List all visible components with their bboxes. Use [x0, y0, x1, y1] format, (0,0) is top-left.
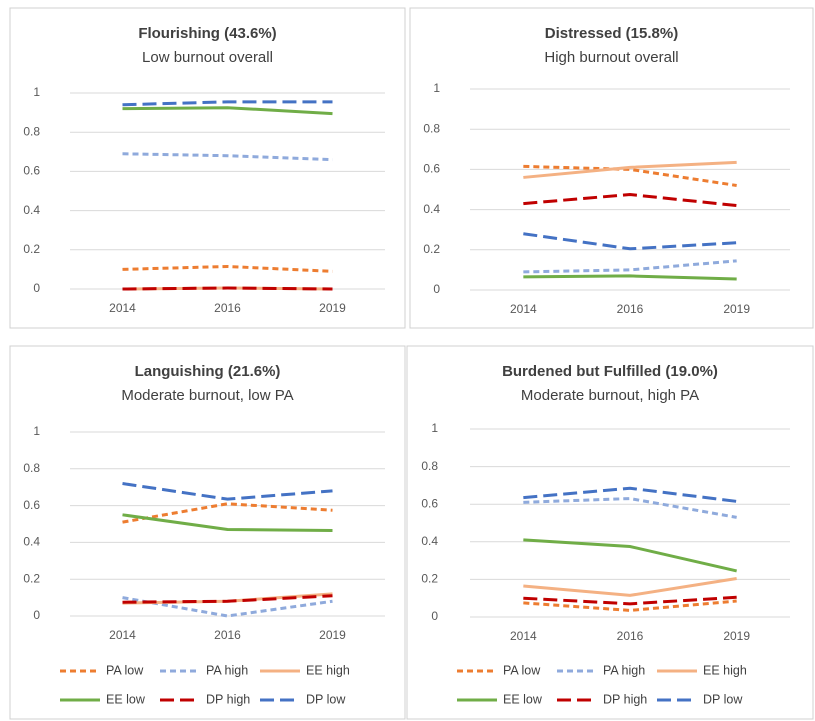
x-tick-label: 2016: [214, 301, 241, 315]
series-line: [523, 538, 738, 573]
y-tick-label: 0.4: [23, 535, 40, 549]
x-tick-label: 2016: [214, 628, 241, 642]
series-line: [122, 152, 333, 162]
y-tick-label: 0.6: [23, 498, 40, 512]
legend-label: DP high: [206, 692, 250, 706]
y-tick-label: 1: [433, 81, 440, 95]
x-tick-label: 2014: [510, 302, 537, 316]
series-line: [523, 274, 737, 281]
series-line: [122, 513, 333, 532]
series-line: [122, 264, 333, 273]
y-tick-label: 1: [33, 424, 40, 438]
x-tick-label: 2016: [617, 629, 644, 643]
y-tick-label: 0.6: [423, 162, 440, 176]
panel-subtitle: Moderate burnout, low PA: [121, 387, 293, 404]
series-line: [523, 486, 737, 503]
x-tick-label: 2014: [109, 628, 136, 642]
y-tick-label: 0.4: [23, 203, 40, 217]
x-tick-label: 2019: [723, 302, 750, 316]
x-tick-label: 2019: [319, 301, 346, 315]
y-tick-label: 0.8: [23, 461, 40, 475]
legend-label: PA low: [503, 663, 541, 677]
series-line: [122, 100, 333, 107]
y-tick-label: 0.6: [23, 164, 40, 178]
legend-label: EE low: [106, 692, 146, 706]
y-tick-label: 0.8: [23, 124, 40, 138]
series-line: [523, 160, 737, 179]
panel-border: [9, 345, 406, 720]
legend-label: EE high: [306, 663, 350, 677]
y-tick-label: 0.8: [421, 459, 438, 473]
y-tick-label: 1: [431, 421, 438, 435]
y-tick-label: 0.6: [421, 496, 438, 510]
legend-label: DP low: [703, 692, 743, 706]
series-line: [122, 106, 333, 116]
y-tick-label: 0.2: [421, 572, 438, 586]
legend-label: DP low: [306, 692, 346, 706]
series-line: [523, 232, 737, 251]
series-line: [523, 595, 737, 606]
y-tick-label: 1: [33, 85, 40, 99]
y-tick-label: 0: [33, 608, 40, 622]
y-tick-label: 0.2: [23, 571, 40, 585]
x-tick-label: 2019: [723, 629, 750, 643]
legend-label: PA low: [106, 663, 144, 677]
legend-label: EE low: [503, 692, 543, 706]
legend-label: PA high: [206, 663, 248, 677]
panel-title: Burdened but Fulfilled (19.0%): [502, 363, 718, 380]
panel-border: [406, 345, 814, 720]
series-line: [523, 259, 737, 274]
series-line: [122, 482, 333, 501]
series-line: [523, 193, 737, 208]
x-tick-label: 2014: [109, 301, 136, 315]
series-line: [122, 286, 333, 291]
panel-title: Distressed (15.8%): [545, 25, 678, 42]
panel-subtitle: High burnout overall: [544, 49, 678, 66]
legend-label: DP high: [603, 692, 647, 706]
series-line: [523, 164, 737, 187]
panel-title: Flourishing (43.6%): [138, 25, 276, 42]
x-tick-label: 2016: [617, 302, 644, 316]
series-line: [122, 594, 333, 604]
y-tick-label: 0.4: [421, 534, 438, 548]
x-tick-label: 2014: [510, 629, 537, 643]
series-line: [122, 502, 333, 524]
legend-label: PA high: [603, 663, 645, 677]
y-tick-label: 0: [33, 281, 40, 295]
panel-border: [9, 7, 406, 329]
series-line: [523, 576, 737, 597]
series-line: [523, 599, 737, 612]
legend-label: EE high: [703, 663, 747, 677]
panel-title: Languishing (21.6%): [135, 363, 281, 380]
y-tick-label: 0: [433, 282, 440, 296]
y-tick-label: 0.2: [23, 242, 40, 256]
panel-subtitle: Moderate burnout, high PA: [521, 387, 699, 404]
series-line: [523, 497, 737, 519]
panel-border: [409, 7, 814, 329]
y-tick-label: 0: [431, 609, 438, 623]
y-tick-label: 0.8: [423, 121, 440, 135]
y-tick-label: 0.2: [423, 242, 440, 256]
x-tick-label: 2019: [319, 628, 346, 642]
y-tick-label: 0.4: [423, 202, 440, 216]
panel-subtitle: Low burnout overall: [142, 49, 273, 66]
